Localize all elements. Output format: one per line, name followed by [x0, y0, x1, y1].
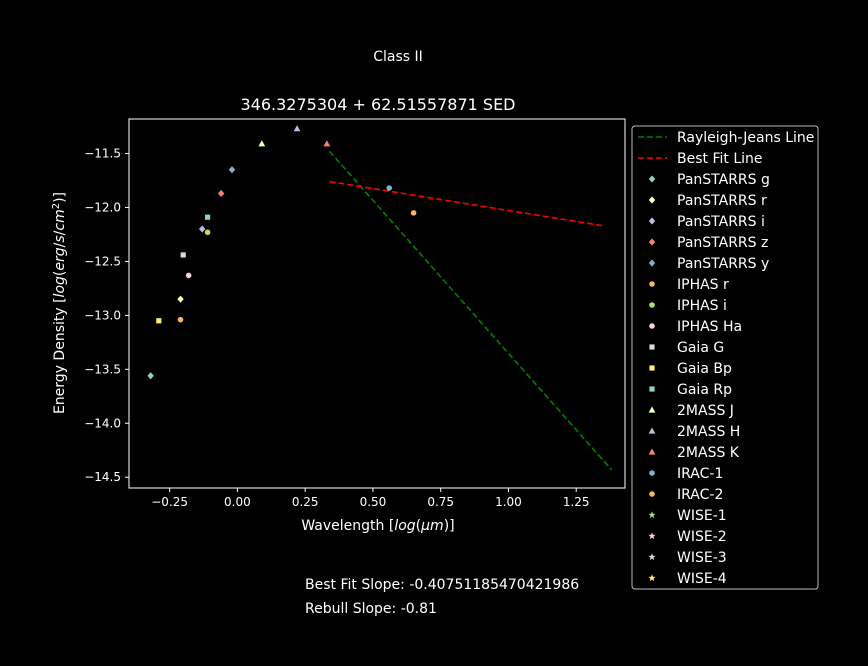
legend-label-panstarrs-r: PanSTARRS r [677, 193, 767, 209]
legend-swatch-iphas-ha [649, 323, 655, 329]
irac-2-point [410, 210, 417, 216]
x-axis: −0.25 0.00 0.25 0.50 0.75 1.00 1.25 [151, 488, 590, 509]
iphas-r-point [177, 316, 184, 323]
panstarrs-i-point [198, 225, 206, 233]
legend-swatch-iphas-r [649, 281, 655, 287]
legend-label-2mass-k: 2MASS K [677, 445, 740, 461]
x-axis-label: Wavelength [log(μm)] [301, 518, 454, 534]
legend-label-panstarrs-i: PanSTARRS i [677, 214, 765, 230]
legend-swatch-irac-2 [649, 491, 655, 497]
legend-swatch-panstarrs-r [648, 196, 656, 204]
x-tick-label: 1.25 [563, 495, 590, 509]
legend-box [631, 125, 819, 590]
legend-label-wise-1: WISE-1 [677, 508, 727, 524]
chart-title: 346.3275304 + 62.51557871 SED [240, 95, 515, 114]
legend-swatch-2mass-h [648, 427, 656, 434]
2mass-j-point [258, 140, 266, 147]
legend: Rayleigh-Jeans Line Best Fit Line PanSTARR… [631, 125, 819, 590]
gaia-bp-point [156, 318, 162, 324]
panstarrs-r-point [177, 295, 184, 303]
y-tick-label: −12.0 [84, 200, 121, 214]
legend-label-gaia-rp: Gaia Rp [677, 382, 732, 398]
legend-label-irac-1: IRAC-1 [677, 466, 723, 482]
legend-label-irac-2: IRAC-2 [677, 487, 723, 503]
legend-swatch-panstarrs-g [648, 175, 656, 183]
legend-swatch-gaia-g [649, 344, 655, 350]
best-fit-slope-text: Best Fit Slope: -0.40751185470421986 [305, 577, 579, 593]
panstarrs-y-point [228, 166, 236, 174]
iphas-i-point [204, 229, 211, 236]
y-tick-label: −13.0 [84, 308, 121, 322]
legend-swatch-2mass-k [648, 448, 656, 455]
y-axis: −11.5 −12.0 −12.5 −13.0 −13.5 −14.0 −14.5 [84, 147, 129, 484]
legend-swatch-iphas-i [649, 302, 655, 308]
legend-label-panstarrs-g: PanSTARRS g [677, 172, 770, 188]
legend-swatch-gaia-rp [649, 386, 655, 392]
axes-frame [128, 118, 626, 489]
x-tick-label: 0.25 [292, 495, 319, 509]
legend-swatch-wise-3 [648, 553, 656, 561]
legend-label-wise-2: WISE-2 [677, 529, 727, 545]
legend-swatch-2mass-j [648, 406, 656, 413]
x-tick-label: 1.00 [495, 495, 522, 509]
y-tick-label: −14.5 [84, 470, 121, 484]
legend-label-iphas-r: IPHAS r [677, 277, 729, 293]
legend-label-panstarrs-y: PanSTARRS y [677, 256, 769, 272]
legend-label-gaia-bp: Gaia Bp [677, 361, 732, 377]
legend-swatch-irac-1 [649, 470, 655, 476]
legend-label-wise-3: WISE-3 [677, 550, 727, 566]
plot-area: −0.25 0.00 0.25 0.50 0.75 1.00 1.25 −11.5 −12.0… [84, 118, 626, 509]
y-tick-label: −13.5 [84, 362, 121, 376]
legend-label-iphas-ha: IPHAS Ha [677, 319, 742, 335]
x-tick-label: 0.00 [224, 495, 251, 509]
rebull-slope-text: Rebull Slope: -0.81 [305, 601, 437, 617]
legend-swatch-panstarrs-y [648, 259, 656, 267]
legend-swatch-wise-4 [648, 574, 656, 582]
legend-label-best-fit-line: Best Fit Line [677, 151, 763, 167]
iphas-ha-point [185, 272, 192, 279]
x-tick-label: 0.50 [360, 495, 387, 509]
y-tick-label: −12.5 [84, 254, 121, 268]
legend-swatch-panstarrs-i [648, 217, 656, 225]
y-tick-label: −14.0 [84, 416, 121, 430]
legend-label-gaia-g: Gaia G [677, 340, 724, 356]
legend-label-rayleigh-jeans-line: Rayleigh-Jeans Line [677, 130, 814, 146]
legend-label-wise-4: WISE-4 [677, 571, 727, 587]
x-tick-label: 0.75 [427, 495, 454, 509]
gaia-rp-point [205, 214, 211, 220]
x-tick-label: −0.25 [151, 495, 188, 509]
figure-suptitle: Class II [373, 49, 423, 65]
y-axis-label: Energy Density [log(erg/s/cm2)] [51, 192, 69, 414]
legend-label-2mass-h: 2MASS H [677, 424, 740, 440]
data-points [147, 125, 417, 380]
panstarrs-g-point [147, 372, 154, 380]
legend-swatch-panstarrs-z [648, 238, 656, 246]
best-fit-line-line [329, 180, 604, 227]
gaia-g-point [180, 252, 186, 258]
panstarrs-z-point [217, 189, 225, 198]
legend-swatch-wise-2 [648, 532, 656, 540]
rayleigh-jeans-line-line [328, 150, 613, 471]
legend-label-iphas-i: IPHAS i [677, 298, 727, 314]
y-tick-label: −11.5 [84, 147, 121, 161]
legend-label-panstarrs-z: PanSTARRS z [677, 235, 768, 251]
2mass-h-point [293, 125, 301, 132]
2mass-k-point [323, 140, 331, 147]
legend-label-2mass-j: 2MASS J [677, 403, 734, 419]
legend-swatch-wise-1 [648, 511, 656, 519]
fit-lines [328, 150, 613, 471]
irac-1-point [386, 185, 392, 191]
legend-swatch-gaia-bp [649, 365, 655, 371]
